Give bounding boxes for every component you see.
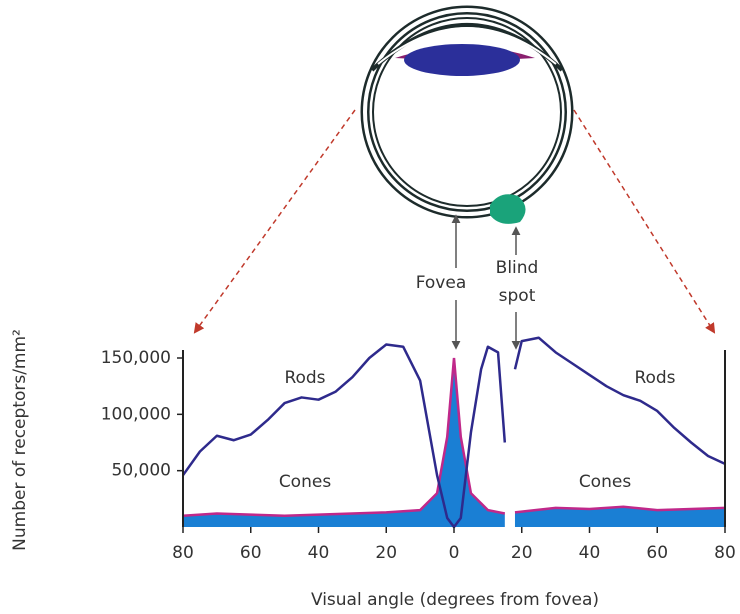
x-axis-label: Visual angle (degrees from fovea) xyxy=(311,590,599,610)
y-tick-label: 100,000 xyxy=(101,404,171,424)
annotation: Fovea xyxy=(416,273,467,293)
x-tick-label: 80 xyxy=(714,543,736,563)
cones-area xyxy=(183,358,725,527)
x-tick-label: 60 xyxy=(240,543,262,563)
x-tick-label: 40 xyxy=(579,543,601,563)
annotation: Rods xyxy=(634,368,675,388)
x-tick-label: 80 xyxy=(172,543,194,563)
annotation: spot xyxy=(499,286,536,306)
cones-outline xyxy=(182,357,726,517)
x-tick-label: 20 xyxy=(375,543,397,563)
y-tick-label: 150,000 xyxy=(101,348,171,368)
x-tick-label: 0 xyxy=(449,543,460,563)
annotation: Blind xyxy=(496,258,539,278)
pointer-arrow xyxy=(573,109,716,334)
x-tick-label: 40 xyxy=(308,543,330,563)
annotation: Cones xyxy=(279,472,332,492)
x-tick-label: 60 xyxy=(646,543,668,563)
y-axis-label: Number of receptors/mm² xyxy=(10,329,30,551)
annotation: Cones xyxy=(579,472,632,492)
pointer-arrow xyxy=(193,109,356,334)
eye-illustration xyxy=(360,5,574,224)
rods-line xyxy=(181,336,726,529)
y-tick-label: 50,000 xyxy=(112,461,171,481)
annotation: Rods xyxy=(284,368,325,388)
x-tick-label: 20 xyxy=(511,543,533,563)
